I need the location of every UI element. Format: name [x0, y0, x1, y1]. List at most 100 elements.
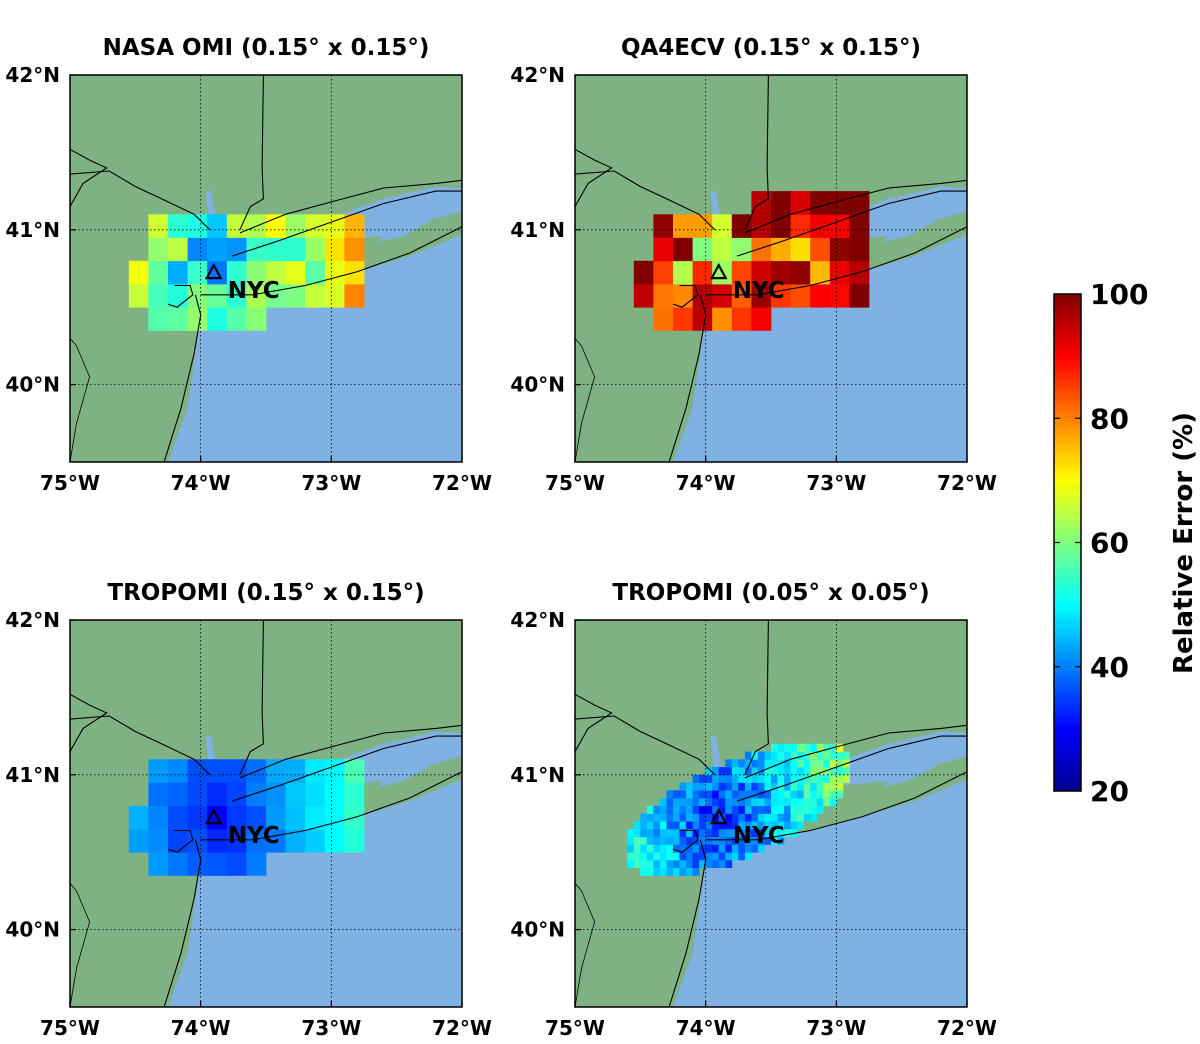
data-cell	[226, 284, 247, 308]
data-cell	[305, 237, 326, 262]
x-tick-label: 75°W	[40, 471, 100, 495]
data-cell	[738, 852, 746, 861]
boundary-line	[70, 693, 108, 752]
data-cell	[646, 821, 654, 830]
delaware-valley	[575, 882, 596, 1007]
data-cell	[731, 284, 752, 308]
data-cell	[673, 790, 680, 799]
data-cell	[712, 284, 733, 308]
data-cell	[810, 759, 818, 768]
data-cell	[686, 782, 693, 791]
data-cell	[666, 829, 674, 838]
data-cell	[810, 767, 818, 776]
x-tick-label: 75°W	[545, 471, 605, 495]
data-cell	[751, 284, 772, 308]
data-cell	[771, 774, 778, 783]
x-tick-label: 74°W	[171, 1016, 231, 1040]
data-cell	[285, 759, 306, 783]
data-cell	[246, 782, 267, 807]
data-cell	[640, 852, 648, 861]
data-cell	[686, 867, 693, 876]
data-cell	[738, 829, 746, 838]
data-cell	[633, 829, 641, 838]
data-cell	[744, 829, 752, 838]
data-cell	[686, 859, 693, 868]
data-cell	[751, 237, 772, 262]
data-cell	[679, 867, 687, 876]
boundary-line	[70, 170, 211, 231]
shoreline	[744, 724, 967, 779]
data-cell	[771, 751, 778, 760]
data-cell	[757, 774, 765, 783]
data-cell	[226, 260, 247, 285]
data-cell	[324, 805, 345, 830]
data-cell	[816, 798, 824, 807]
data-cell	[771, 813, 778, 822]
data-cell	[751, 844, 759, 853]
data-cell	[226, 782, 247, 807]
data-cell	[744, 767, 752, 776]
colorbar-tick-label: 20	[1090, 775, 1129, 808]
data-cell	[816, 790, 824, 799]
data-cell	[246, 829, 267, 853]
data-cell	[757, 813, 765, 822]
data-cell	[764, 798, 772, 807]
data-cell	[324, 759, 345, 783]
data-cell	[148, 782, 169, 807]
y-tick-label: 42°N	[510, 63, 565, 87]
data-cell	[646, 852, 654, 861]
data-cell	[207, 307, 228, 331]
data-cell	[344, 214, 365, 238]
data-cell	[777, 767, 785, 776]
data-cell	[305, 260, 326, 285]
data-cell	[771, 237, 791, 262]
data-cell	[187, 284, 208, 308]
data-cell	[718, 852, 726, 861]
data-cell	[168, 237, 188, 262]
data-cell	[705, 767, 713, 776]
map-panel: NYC NASA OMI (0.15° x 0.15°) 42°N 41°N 40°N 7…	[5, 35, 492, 495]
data-cell	[653, 805, 661, 814]
data-cell	[187, 782, 208, 807]
data-cell	[751, 759, 759, 768]
data-cell	[673, 836, 680, 845]
data-cell	[744, 798, 752, 807]
data-cell	[673, 859, 680, 868]
data-cell	[324, 284, 345, 308]
data-cell	[344, 782, 365, 807]
data-cell	[803, 759, 811, 768]
data-cell	[692, 782, 700, 791]
data-cell	[679, 782, 687, 791]
data-cell	[666, 852, 674, 861]
data-cell	[653, 307, 674, 331]
data-cell	[738, 813, 746, 822]
data-cell	[686, 844, 693, 853]
data-cell	[673, 852, 680, 861]
data-cell	[699, 805, 706, 814]
data-cell	[640, 813, 648, 822]
data-cell	[797, 759, 804, 768]
data-cell	[810, 782, 818, 791]
data-cell	[764, 805, 772, 814]
data-cell	[305, 805, 326, 830]
data-cell	[725, 821, 733, 830]
colorbar: 100 80 60 40 20 Relative Error (%)	[1053, 278, 1199, 808]
water-body	[198, 191, 217, 266]
map-panel: NYC TROPOMI (0.15° x 0.15°) 42°N 41°N 40°N 75…	[5, 580, 492, 1040]
data-cell	[771, 798, 778, 807]
data-cell	[705, 813, 713, 822]
data-cell	[692, 307, 713, 331]
boundary-line	[167, 829, 194, 853]
data-cell	[751, 767, 759, 776]
data-cell	[679, 790, 687, 799]
data-grid	[128, 214, 365, 331]
y-tick-label: 40°N	[510, 918, 565, 942]
data-cell	[744, 759, 752, 768]
data-cell	[829, 798, 837, 807]
data-cell	[692, 260, 713, 285]
data-cell	[829, 191, 850, 215]
data-cell	[699, 836, 706, 845]
data-cell	[686, 798, 693, 807]
data-cell	[692, 813, 700, 822]
y-tick-label: 41°N	[5, 218, 60, 242]
